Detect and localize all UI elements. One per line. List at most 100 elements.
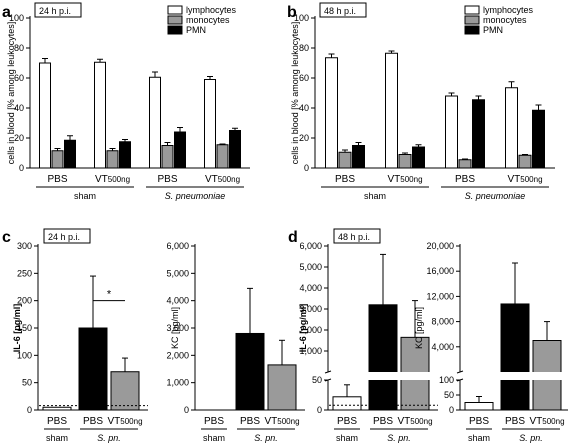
legend-swatch xyxy=(464,15,480,25)
y-axis-label: KC [pg/ml] xyxy=(170,307,180,349)
y-tick-label: 100 xyxy=(439,375,454,385)
time-tag: 48 h p.i. xyxy=(338,232,370,242)
legend-label: lymphocytes xyxy=(483,5,534,15)
bar-0 xyxy=(464,402,494,411)
legend-swatch xyxy=(167,5,183,15)
category-label: PBS xyxy=(47,416,67,427)
bar-PMN xyxy=(412,146,425,169)
category-label: PBS xyxy=(83,416,103,427)
legend-label: monocytes xyxy=(483,15,527,25)
axis-break-mark xyxy=(324,370,332,374)
y-tick-label: 6,000 xyxy=(166,241,189,251)
bar-2 xyxy=(110,371,140,411)
group-label: S. pneumoniae xyxy=(165,191,226,201)
group-label: S. pn. xyxy=(254,433,278,443)
group-label: sham xyxy=(203,433,225,443)
bar-monocytes xyxy=(51,150,64,169)
category-label: PBS xyxy=(455,174,475,185)
y-tick-label: 50 xyxy=(444,390,454,400)
y-tick-label: 0 xyxy=(449,405,454,415)
y-tick-label: 12,000 xyxy=(426,291,454,301)
time-tag: 24 h p.i. xyxy=(39,6,71,16)
y-axis-label: IL-6 [pg/ml] xyxy=(12,304,22,353)
y-tick-label: 3,000 xyxy=(166,323,189,333)
category-label: VT500ng xyxy=(95,174,130,185)
significance-marker: * xyxy=(107,289,112,301)
group-label: S. pn. xyxy=(97,433,121,443)
axis-break-gap xyxy=(498,372,568,380)
bar-lymphocytes xyxy=(325,57,338,169)
category-label: VT500ng xyxy=(264,416,299,427)
group-label: sham xyxy=(468,433,490,443)
group-label: S. pn. xyxy=(519,433,543,443)
bar-0 xyxy=(42,406,72,411)
y-tick-label: 6,000 xyxy=(299,241,322,251)
category-label: VT500ng xyxy=(107,416,142,427)
y-tick-label: 0 xyxy=(19,163,24,173)
category-label: PBS xyxy=(335,174,355,185)
y-tick-label: 80 xyxy=(299,43,309,53)
panel-letter: a xyxy=(2,4,11,21)
group-label: sham xyxy=(336,433,358,443)
y-tick-label: 3,000 xyxy=(299,304,322,314)
legend-label: PMN xyxy=(186,25,206,35)
bar-monocytes xyxy=(338,151,352,169)
panel-letter: b xyxy=(287,4,297,21)
bar-monocytes xyxy=(161,145,174,169)
y-tick-label: 150 xyxy=(17,323,32,333)
bar-1 xyxy=(368,304,398,411)
legend-label: lymphocytes xyxy=(186,5,237,15)
y-tick-label: 100 xyxy=(17,350,32,360)
y-tick-label: 20,000 xyxy=(426,241,454,251)
y-tick-label: 0 xyxy=(27,405,32,415)
bar-monocytes xyxy=(398,154,412,169)
bar-0 xyxy=(332,396,362,411)
bar-lymphocytes xyxy=(204,79,216,169)
group-label: S. pneumoniae xyxy=(465,191,526,201)
group-label: sham xyxy=(74,191,96,201)
y-axis-label: cells in blood [% among leukocytes] xyxy=(290,22,300,165)
y-tick-label: 4,000 xyxy=(166,296,189,306)
y-tick-label: 20 xyxy=(299,133,309,143)
y-axis-label: IL-6 [pg/ml] xyxy=(298,304,308,353)
category-label: PBS xyxy=(337,416,357,427)
y-tick-label: 20 xyxy=(14,133,24,143)
y-tick-label: 60 xyxy=(299,73,309,83)
y-tick-label: 40 xyxy=(299,103,309,113)
bar-PMN xyxy=(174,131,186,169)
bar-PMN xyxy=(229,130,241,169)
group-label: sham xyxy=(364,191,386,201)
panel-letter: c xyxy=(2,229,11,246)
y-tick-label: 0 xyxy=(317,405,322,415)
panel-letter: d xyxy=(288,229,298,246)
category-label: VT500ng xyxy=(397,416,432,427)
y-tick-label: 4,000 xyxy=(431,342,454,352)
y-tick-label: 5,000 xyxy=(166,268,189,278)
bar-PMN xyxy=(532,109,545,169)
axis-break-gap xyxy=(366,372,436,380)
y-tick-label: 0 xyxy=(304,163,309,173)
category-label: PBS xyxy=(47,174,67,185)
time-tag-box xyxy=(319,2,367,18)
category-label: PBS xyxy=(157,174,177,185)
category-label: PBS xyxy=(240,416,260,427)
y-tick-label: 100 xyxy=(294,13,309,23)
y-tick-label: 8,000 xyxy=(431,317,454,327)
y-tick-label: 300 xyxy=(17,241,32,251)
category-label: PBS xyxy=(469,416,489,427)
bar-monocytes xyxy=(216,144,229,169)
bar-lymphocytes xyxy=(385,52,398,169)
bar-1 xyxy=(235,332,265,411)
group-label: sham xyxy=(46,433,68,443)
bar-lymphocytes xyxy=(149,76,161,169)
time-tag: 48 h p.i. xyxy=(324,6,356,16)
bar-lymphocytes xyxy=(445,95,458,169)
y-tick-label: 2,000 xyxy=(166,350,189,360)
y-tick-label: 40 xyxy=(14,103,24,113)
y-tick-label: 80 xyxy=(14,43,24,53)
legend-label: PMN xyxy=(483,25,503,35)
category-label: PBS xyxy=(204,416,224,427)
category-label: PBS xyxy=(505,416,525,427)
y-tick-label: 1,000 xyxy=(299,346,322,356)
y-tick-label: 50 xyxy=(22,378,32,388)
